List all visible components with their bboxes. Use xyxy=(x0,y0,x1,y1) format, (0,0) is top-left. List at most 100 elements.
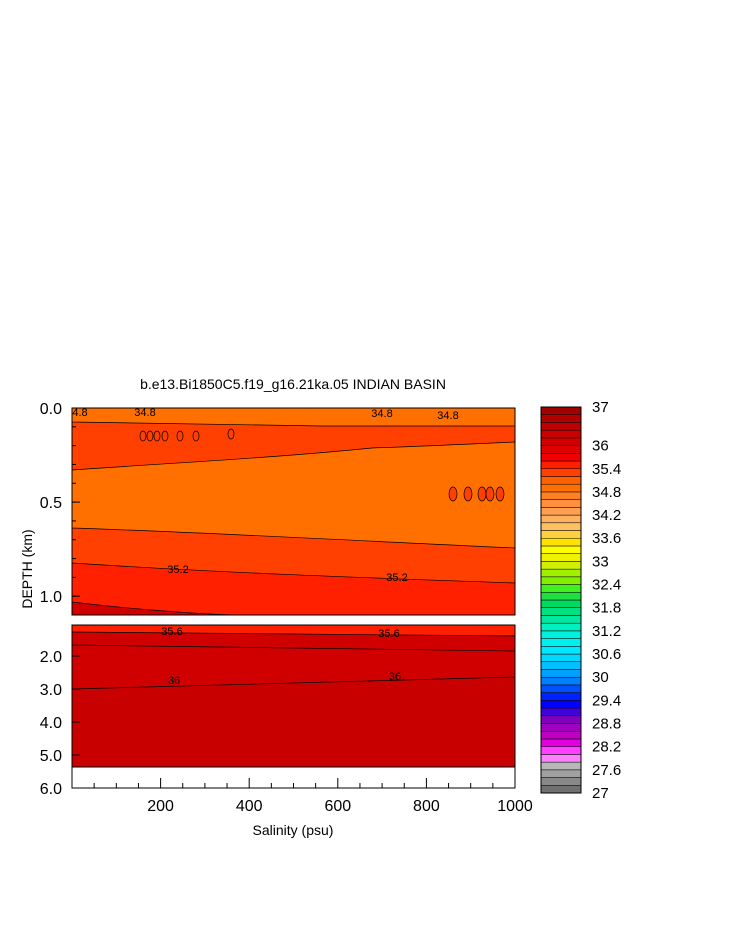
colorbar-swatch xyxy=(540,761,582,771)
contour-label: 36 xyxy=(168,675,180,687)
mid-contour-1 xyxy=(463,486,473,502)
contour-label: 35.2 xyxy=(167,564,188,576)
colorbar-label: 31.8 xyxy=(592,600,621,617)
upper-panel xyxy=(71,407,516,616)
mid-contour-4 xyxy=(495,486,505,502)
colorbar-swatch xyxy=(540,584,582,593)
colorbar-label: 27 xyxy=(592,785,609,802)
colorbar-label: 28.2 xyxy=(592,739,621,756)
colorbar-swatch xyxy=(540,460,582,470)
colorbar-swatch xyxy=(540,785,582,794)
colorbar-swatch xyxy=(540,429,582,439)
colorbar-swatch xyxy=(540,507,582,516)
small-contour-2 xyxy=(153,430,161,442)
colorbar-swatch xyxy=(540,545,582,554)
colorbar-swatch xyxy=(540,476,582,485)
colorbar-swatch xyxy=(540,653,582,663)
deep-upper-band xyxy=(71,562,516,616)
colorbar-swatch xyxy=(540,746,582,755)
y-axis-upper: 0.0 0.5 1.0 xyxy=(40,401,80,616)
colorbar-swatch xyxy=(540,723,582,732)
colorbar-frame xyxy=(540,406,582,794)
colorbar-label: 34.2 xyxy=(592,507,621,524)
x-tick-label: 400 xyxy=(236,798,263,815)
colorbar-swatch xyxy=(540,615,582,624)
colorbar-swatch xyxy=(540,676,582,686)
colorbar-swatch xyxy=(540,522,582,531)
y-tick-label-lower: 2.0 xyxy=(40,649,62,666)
contour-label: 34.8 xyxy=(437,410,458,422)
colorbar-label: 33 xyxy=(592,553,609,570)
colorbar-label: 31.2 xyxy=(592,623,621,640)
small-contour-4 xyxy=(176,430,184,442)
colorbar-swatch xyxy=(540,453,582,462)
colorbar-swatch xyxy=(540,707,582,717)
small-contour-5 xyxy=(192,430,200,442)
colorbar-label: 35.4 xyxy=(592,461,621,478)
colorbar-label: 29.4 xyxy=(592,692,621,709)
mid-contour-2 xyxy=(477,486,487,502)
contour-label: 35.6 xyxy=(161,626,182,638)
colorbar-swatch xyxy=(540,715,582,724)
colorbar-swatch xyxy=(540,414,582,423)
x-axis: 200 400 600 800 1000 xyxy=(71,778,533,815)
small-contour-6 xyxy=(227,428,235,440)
x-tick-label: 800 xyxy=(413,798,440,815)
y-tick-label-upper: 0.5 xyxy=(40,495,62,512)
mid-contour-3 xyxy=(485,486,495,502)
colorbar: 27 27.6 28.2 28.8 29.4 30 30.6 31.2 31.8 32.4 33 33… xyxy=(540,399,621,802)
y-tick-label-lower: 3.0 xyxy=(40,682,62,699)
lower-panel xyxy=(71,624,516,789)
colorbar-swatch xyxy=(540,599,582,608)
colorbar-swatch xyxy=(540,445,582,454)
colorbar-label: 34.8 xyxy=(592,484,621,501)
colorbar-swatch xyxy=(540,514,582,524)
x-tick-label: 600 xyxy=(324,798,351,815)
x-tick-label: 1000 xyxy=(497,798,533,815)
colorbar-swatch xyxy=(540,684,582,693)
colorbar-swatch xyxy=(540,491,582,500)
colorbar-swatch xyxy=(540,468,582,477)
y-tick-label-upper: 0.0 xyxy=(40,401,62,418)
colorbar-swatch xyxy=(540,622,582,632)
colorbar-swatch xyxy=(540,769,582,778)
colorbar-swatch xyxy=(540,568,582,578)
small-contour-3 xyxy=(161,430,169,442)
colorbar-swatch xyxy=(540,422,582,431)
colorbar-swatch xyxy=(540,537,582,547)
contour-label: 35.2 xyxy=(386,572,407,584)
small-contour-1 xyxy=(146,430,154,442)
colorbar-swatch xyxy=(540,738,582,747)
chart-title: b.e13.Bi1850C5.f19_g16.21ka.05 INDIAN BA… xyxy=(140,376,446,392)
colorbar-label: 36 xyxy=(592,438,609,455)
y-axis-label: DEPTH (km) xyxy=(19,529,35,608)
colorbar-swatch xyxy=(540,661,582,670)
colorbar-swatch xyxy=(540,700,582,709)
contour-labels: 4.8 34.8 34.8 34.8 35.2 35.2 35.6 35.6 36 36 xyxy=(72,407,458,687)
colorbar-label: 33.6 xyxy=(592,530,621,547)
small-contour-0 xyxy=(139,430,147,442)
mid-contour-0 xyxy=(448,486,458,502)
colorbar-swatch xyxy=(540,669,582,678)
colorbar-swatch xyxy=(540,754,582,763)
contour-label: 35.6 xyxy=(378,628,399,640)
x-tick-label: 200 xyxy=(147,798,174,815)
colorbar-swatch xyxy=(540,638,582,647)
contour-35-6 xyxy=(71,631,516,637)
y-tick-label-upper: 1.0 xyxy=(40,589,62,606)
colorbar-swatch xyxy=(540,483,582,493)
deep-top-strip xyxy=(72,625,515,635)
contour-label: 34.8 xyxy=(134,407,155,419)
y-tick-label-lower: 5.0 xyxy=(40,748,62,765)
upper-panel-frame xyxy=(71,407,516,616)
colorbar-swatch xyxy=(540,607,582,616)
colorbar-swatch xyxy=(540,576,582,585)
y-axis-lower: 2.0 3.0 4.0 5.0 6.0 xyxy=(40,649,80,798)
contour-label: 36 xyxy=(389,671,401,683)
contour-35-8 xyxy=(71,644,516,652)
colorbar-label: 30 xyxy=(592,669,609,686)
y-tick-label-lower: 6.0 xyxy=(40,781,62,798)
contour-36-region xyxy=(71,676,516,768)
colorbar-swatch xyxy=(540,777,582,786)
